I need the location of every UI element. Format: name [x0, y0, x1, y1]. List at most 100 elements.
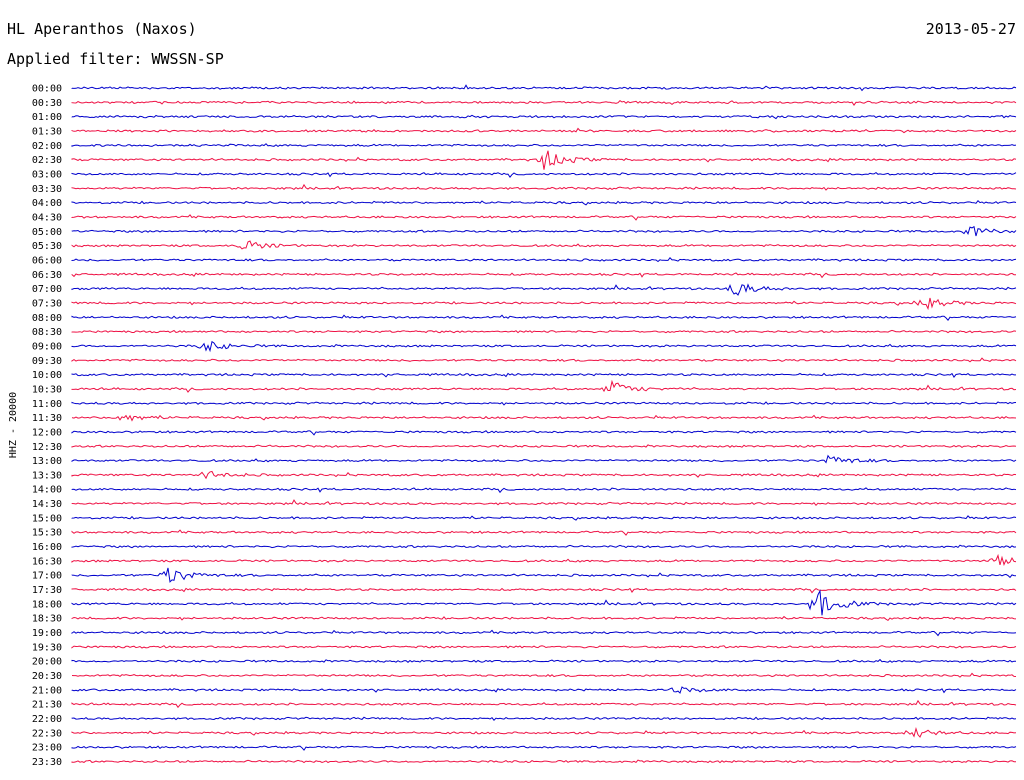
- trace-line-1600: [71, 544, 1017, 549]
- row-time-label: 02:00: [32, 141, 62, 152]
- trace-line-1230: [71, 444, 1017, 449]
- trace-line-0030: [71, 100, 1017, 106]
- trace-line-0800: [71, 314, 1017, 322]
- trace-line-0600: [71, 257, 1017, 263]
- trace-line-0730: [71, 297, 1017, 311]
- row-time-label: 14:30: [32, 499, 62, 510]
- row-time-label: 03:00: [32, 169, 62, 180]
- trace-line-1330: [71, 470, 1017, 480]
- row-time-label: 16:00: [32, 542, 62, 553]
- row-time-label: 22:30: [32, 728, 62, 739]
- row-time-label: 06:30: [32, 270, 62, 281]
- trace-line-2330: [71, 759, 1016, 764]
- trace-line-1000: [71, 372, 1016, 379]
- trace-line-1800: [71, 589, 1017, 616]
- trace-line-2230: [71, 727, 1017, 738]
- trace-line-1100: [71, 401, 1017, 406]
- trace-line-1900: [71, 629, 1017, 637]
- row-time-label: 10:00: [32, 370, 62, 381]
- y-axis-label: HHZ - 20000: [8, 392, 19, 458]
- trace-line-0100: [71, 114, 1017, 120]
- row-time-label: 09:00: [32, 341, 62, 352]
- row-time-label: 08:00: [32, 313, 62, 324]
- row-time-label: 15:30: [32, 528, 62, 539]
- row-time-label: 08:30: [32, 327, 62, 338]
- trace-line-2000: [71, 658, 1016, 663]
- row-time-label: 00:00: [32, 84, 62, 95]
- row-time-label: 01:30: [32, 126, 62, 137]
- trace-line-1200: [71, 430, 1017, 436]
- row-time-label: 02:30: [32, 155, 62, 166]
- row-time-label: 20:00: [32, 657, 62, 668]
- row-time-label: 12:00: [32, 427, 62, 438]
- row-time-label: 01:00: [32, 112, 62, 123]
- trace-line-0830: [71, 329, 1017, 334]
- trace-line-0300: [71, 171, 1017, 178]
- trace-line-0530: [71, 240, 1017, 250]
- trace-line-0130: [71, 127, 1017, 134]
- row-time-label: 07:30: [32, 298, 62, 309]
- trace-line-1430: [71, 499, 1017, 507]
- trace-line-1830: [71, 615, 1017, 622]
- trace-line-0900: [71, 340, 1017, 353]
- trace-line-1300: [71, 454, 1017, 464]
- row-time-label: 21:30: [32, 700, 62, 711]
- row-time-label: 14:00: [32, 485, 62, 496]
- row-time-label: 05:00: [32, 227, 62, 238]
- trace-line-0930: [71, 357, 1017, 363]
- row-time-label: 13:00: [32, 456, 62, 467]
- row-time-label: 18:30: [32, 614, 62, 625]
- trace-line-0330: [71, 183, 1017, 191]
- trace-line-2130: [71, 699, 1017, 709]
- trace-line-0500: [71, 225, 1017, 237]
- station-title: HL Aperanthos (Naxos): [7, 20, 197, 38]
- row-time-label: 19:30: [32, 642, 62, 653]
- row-time-label: 04:30: [32, 212, 62, 223]
- row-time-label: 15:00: [32, 513, 62, 524]
- row-time-label: 17:30: [32, 585, 62, 596]
- trace-line-1530: [71, 529, 1017, 536]
- trace-line-0400: [71, 199, 1017, 206]
- trace-line-1500: [71, 515, 1017, 521]
- trace-line-2100: [71, 686, 1017, 694]
- row-time-label: 09:30: [32, 356, 62, 367]
- trace-line-1730: [71, 587, 1017, 594]
- row-time-label: 23:00: [32, 743, 62, 754]
- row-time-label: 23:30: [32, 757, 62, 768]
- row-time-label: 20:30: [32, 671, 62, 682]
- row-time-label: 06:00: [32, 255, 62, 266]
- trace-line-1630: [71, 553, 1017, 566]
- row-time-label: 11:00: [32, 399, 62, 410]
- filter-label: Applied filter: WWSSN-SP: [7, 50, 224, 68]
- trace-line-0630: [71, 272, 1016, 279]
- row-time-label: 03:30: [32, 184, 62, 195]
- record-date: 2013-05-27: [925, 20, 1016, 38]
- trace-line-2300: [71, 745, 1017, 751]
- row-time-label: 05:30: [32, 241, 62, 252]
- row-time-label: 04:00: [32, 198, 62, 209]
- row-time-label: 07:00: [32, 284, 62, 295]
- trace-line-1700: [71, 567, 1017, 583]
- trace-line-1030: [71, 379, 1017, 393]
- trace-line-1130: [71, 414, 1017, 422]
- row-time-label: 18:00: [32, 599, 62, 610]
- row-time-label: 10:30: [32, 384, 62, 395]
- row-time-label: 19:00: [32, 628, 62, 639]
- trace-line-0430: [71, 214, 1017, 221]
- row-time-label: 22:00: [32, 714, 62, 725]
- row-time-label: 00:30: [32, 98, 62, 109]
- row-time-label: 13:30: [32, 470, 62, 481]
- trace-line-0700: [71, 283, 1017, 296]
- trace-line-0230: [71, 150, 1017, 170]
- trace-line-2030: [71, 672, 1017, 678]
- trace-line-0000: [71, 84, 1017, 92]
- trace-line-0200: [71, 143, 1017, 148]
- row-time-label: 21:00: [32, 685, 62, 696]
- row-time-label: 16:30: [32, 556, 62, 567]
- trace-line-1400: [71, 487, 1017, 494]
- row-time-label: 12:30: [32, 442, 62, 453]
- row-time-label: 11:30: [32, 413, 62, 424]
- trace-line-2200: [71, 716, 1017, 721]
- trace-line-1930: [71, 645, 1017, 649]
